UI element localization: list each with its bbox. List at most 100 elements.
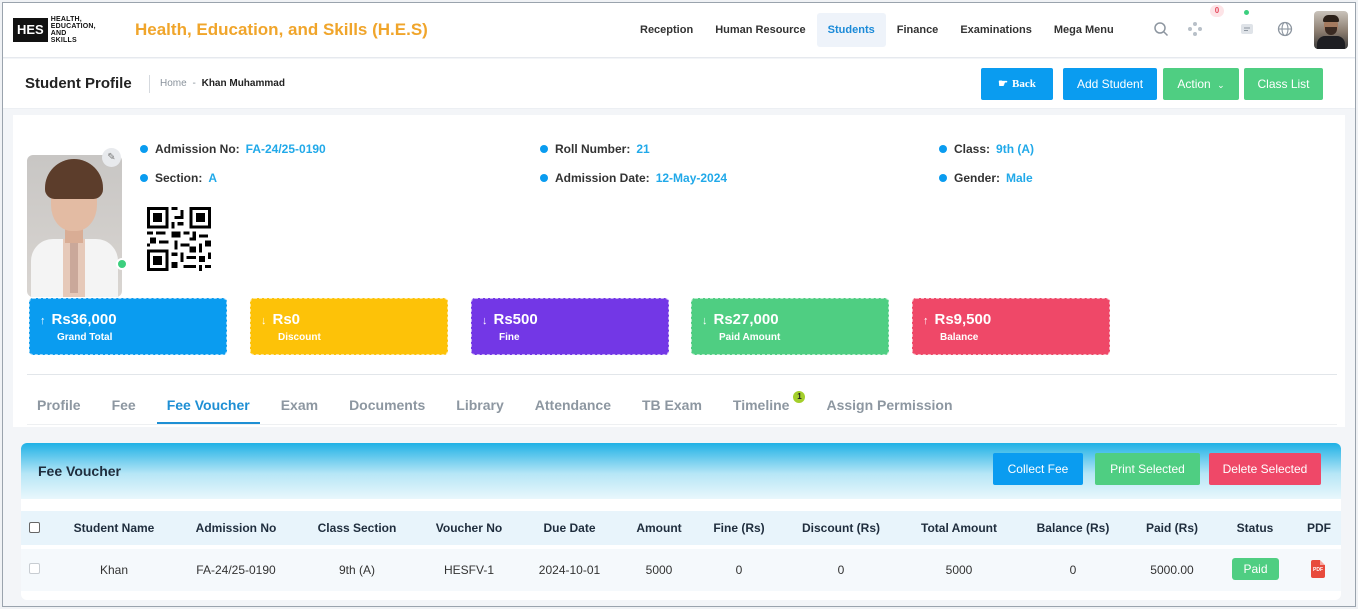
user-avatar[interactable] — [1314, 11, 1348, 49]
gender-value: Male — [1006, 171, 1033, 185]
class-list-button[interactable]: Class List — [1244, 68, 1323, 100]
print-selected-button[interactable]: Print Selected — [1095, 453, 1200, 485]
stat-amount: Rs36,000 — [51, 311, 117, 328]
pdf-icon[interactable]: PDF — [1311, 560, 1325, 578]
tabs-underline — [27, 424, 1337, 425]
section-label: Section: — [155, 171, 203, 185]
row-checkbox[interactable] — [29, 563, 40, 574]
fee-voucher-title: Fee Voucher — [38, 463, 121, 479]
col-paid[interactable]: Paid (Rs) — [1145, 521, 1198, 535]
page-title: Student Profile — [25, 75, 132, 92]
breadcrumb-home[interactable]: Home — [160, 78, 187, 89]
tab-profile[interactable]: Profile — [37, 397, 81, 413]
apps-icon[interactable] — [1183, 17, 1207, 41]
nav-item-reception[interactable]: Reception — [640, 24, 694, 36]
col-voucher-no[interactable]: Voucher No — [435, 521, 503, 535]
bullet-dot — [140, 174, 148, 182]
col-fine[interactable]: Fine (Rs) — [713, 521, 765, 535]
col-balance[interactable]: Balance (Rs) — [1036, 521, 1110, 535]
roll-number-value: 21 — [636, 142, 650, 156]
roll-number-field: Roll Number: 21 — [540, 142, 650, 156]
cell-balance: 0 — [1069, 563, 1077, 577]
cell-discount: 0 — [837, 563, 845, 577]
gender-field: Gender: Male — [939, 171, 1033, 185]
cell-admission-no: FA-24/25-0190 — [196, 563, 276, 577]
nav-item-human-resource[interactable]: Human Resource — [715, 24, 806, 36]
stat-card-balance: ↑ Rs9,500 Balance — [912, 298, 1110, 355]
breadcrumb: Home - Khan Muhammad — [160, 78, 285, 89]
chat-status-dot — [1244, 10, 1249, 15]
admission-no-label: Admission No: — [155, 142, 240, 156]
tab-tb-exam[interactable]: TB Exam — [642, 397, 702, 413]
student-photo — [27, 155, 122, 297]
roll-number-label: Roll Number: — [555, 142, 631, 156]
status-badge: Paid — [1232, 558, 1279, 580]
edit-photo-icon[interactable]: ✎ — [102, 148, 121, 167]
breadcrumb-separator: - — [192, 78, 196, 89]
col-admission-no[interactable]: Admission No — [195, 521, 277, 535]
search-icon[interactable] — [1149, 17, 1173, 41]
nav-item-finance[interactable]: Finance — [896, 24, 939, 36]
chevron-down-icon: ⌄ — [1217, 80, 1225, 90]
cell-amount: 5000 — [645, 563, 673, 577]
nav-item-examinations[interactable]: Examinations — [960, 24, 1032, 36]
select-all-checkbox[interactable] — [29, 522, 40, 533]
logo[interactable]: HES HEALTH, EDUCATION, AND SKILLS — [13, 16, 96, 44]
col-status[interactable]: Status — [1236, 521, 1274, 535]
section-divider — [27, 374, 1337, 375]
col-total-amount[interactable]: Total Amount — [921, 521, 997, 535]
col-class-section[interactable]: Class Section — [317, 521, 397, 535]
back-button[interactable]: ☛ Back — [981, 68, 1053, 100]
tab-exam[interactable]: Exam — [280, 397, 319, 413]
class-value: 9th (A) — [996, 142, 1035, 156]
chat-icon[interactable] — [1235, 17, 1259, 41]
hand-pointer-icon: ☛ — [998, 78, 1009, 90]
nav-item-students[interactable]: Students — [816, 13, 886, 47]
header-divider — [149, 75, 150, 93]
fee-voucher-header: Fee Voucher Collect Fee Print Selected D… — [21, 443, 1341, 499]
stat-amount: Rs27,000 — [713, 311, 779, 328]
globe-icon[interactable] — [1273, 17, 1297, 41]
tab-timeline[interactable]: Timeline 1 — [723, 387, 806, 424]
col-due-date[interactable]: Due Date — [543, 521, 596, 535]
table-header: Student Name Admission No Class Section … — [21, 511, 1341, 545]
table-row[interactable]: Khan FA-24/25-0190 9th (A) HESFV-1 2024-… — [21, 549, 1341, 591]
col-pdf[interactable]: PDF — [1307, 521, 1331, 535]
admission-date-label: Admission Date: — [555, 171, 650, 185]
delete-selected-button[interactable]: Delete Selected — [1209, 453, 1321, 485]
stat-card-paid-amount: ↓ Rs27,000 Paid Amount — [691, 298, 889, 355]
main-nav: Reception Human Resource Students Financ… — [629, 13, 1125, 47]
admission-no-field: Admission No: FA-24/25-0190 — [140, 142, 326, 156]
stat-amount: Rs0 — [272, 311, 301, 328]
tab-fee-voucher[interactable]: Fee Voucher — [156, 387, 260, 424]
admission-date-field: Admission Date: 12-May-2024 — [540, 171, 727, 185]
cell-paid: 5000.00 — [1150, 563, 1194, 577]
stat-label: Balance — [940, 332, 979, 343]
nav-item-mega-menu[interactable]: Mega Menu — [1053, 24, 1114, 36]
tab-documents[interactable]: Documents — [349, 397, 426, 413]
qr-code — [147, 207, 211, 271]
col-amount[interactable]: Amount — [636, 521, 682, 535]
bullet-dot — [540, 174, 548, 182]
tab-library[interactable]: Library — [456, 397, 504, 413]
logo-mark: HES — [13, 18, 48, 42]
timeline-badge: 1 — [793, 391, 806, 403]
stat-card-fine: ↓ Rs500 Fine — [471, 298, 669, 355]
collect-fee-button[interactable]: Collect Fee — [993, 453, 1083, 485]
col-discount[interactable]: Discount (Rs) — [802, 521, 880, 535]
tab-assign-permission[interactable]: Assign Permission — [826, 397, 953, 413]
cell-fine: 0 — [735, 563, 743, 577]
bullet-dot — [939, 145, 947, 153]
tab-fee[interactable]: Fee — [111, 397, 136, 413]
tab-attendance[interactable]: Attendance — [534, 397, 611, 413]
student-profile-card: ✎ Admission No: FA-24/25-0190 Roll Numb — [13, 115, 1345, 427]
action-dropdown-button[interactable]: Action ⌄ — [1163, 68, 1239, 100]
arrow-down-icon: ↓ — [702, 315, 708, 327]
class-label: Class: — [954, 142, 991, 156]
col-student-name[interactable]: Student Name — [73, 521, 155, 535]
add-student-button[interactable]: Add Student — [1063, 68, 1157, 100]
stat-label: Discount — [278, 332, 321, 343]
arrow-down-icon: ↓ — [261, 315, 267, 327]
section-value: A — [208, 171, 218, 185]
